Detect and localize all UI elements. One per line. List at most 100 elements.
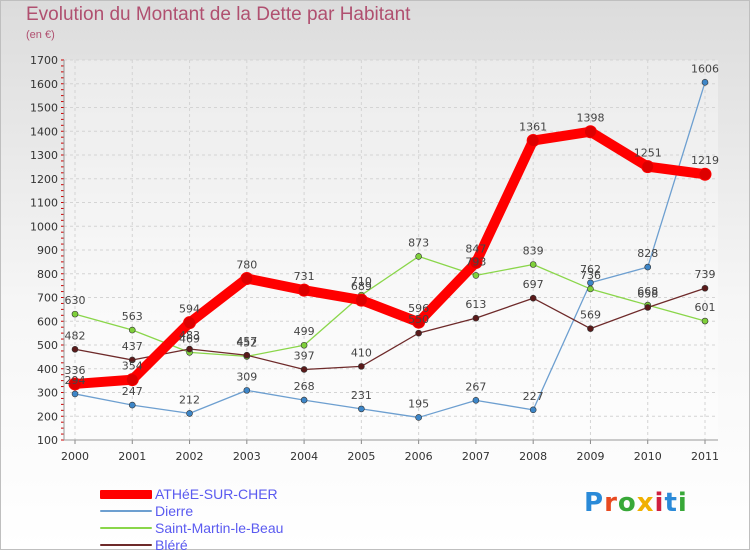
data-label: 563: [122, 310, 143, 323]
data-point: [300, 366, 308, 373]
series-line: [70, 126, 710, 389]
data-point: [415, 253, 422, 260]
data-point: [587, 285, 594, 293]
x-tick-label: 2000: [61, 450, 89, 463]
data-label: 227: [523, 390, 544, 403]
legend-label-saint-martin: Saint-Martin-le-Beau: [155, 520, 284, 536]
data-point: [240, 272, 254, 285]
y-tick-label: 1400: [30, 125, 58, 138]
data-point: [68, 377, 82, 391]
x-tick-label: 2002: [176, 450, 204, 463]
data-label: 594: [179, 303, 200, 316]
data-point: [243, 351, 251, 359]
y-tick-label: 1500: [30, 102, 58, 115]
x-tick-label: 2001: [118, 450, 146, 463]
data-label: 469: [179, 332, 200, 345]
y-tick-label: 1000: [30, 220, 58, 233]
y-tick-label: 100: [37, 434, 58, 447]
data-point: [71, 345, 79, 353]
chart-title: Evolution du Montant de la Dette par Hab…: [26, 4, 411, 25]
legend-label-athee: ATHéE-SUR-CHER: [155, 486, 278, 502]
data-label: 437: [122, 340, 143, 353]
y-tick-label: 300: [37, 387, 58, 400]
legend-label-blere: Bléré: [155, 537, 188, 553]
data-label: 309: [236, 370, 257, 383]
series-line: [74, 287, 706, 371]
data-label: 739: [695, 268, 716, 281]
legend-label-dierre: Dierre: [155, 503, 194, 519]
data-label: 736: [580, 269, 601, 282]
data-label: 1398: [576, 112, 604, 125]
data-label: 267: [465, 380, 486, 393]
y-tick-label: 1700: [30, 54, 58, 67]
data-label: 828: [637, 247, 658, 260]
data-label: 569: [580, 309, 601, 322]
x-tick-label: 2011: [691, 450, 719, 463]
x-tick-label: 2007: [462, 450, 490, 463]
data-label: 1251: [634, 147, 662, 160]
data-label: 658: [637, 287, 658, 300]
y-tick-label: 500: [37, 339, 58, 352]
series-line: [74, 255, 706, 358]
data-label: 452: [236, 336, 257, 349]
data-label: 780: [236, 259, 257, 272]
y-tick-label: 400: [37, 363, 58, 376]
legend-swatch-dierre: [100, 510, 152, 512]
data-label: 550: [408, 313, 429, 326]
data-point: [186, 410, 193, 417]
data-point: [701, 284, 709, 292]
data-point: [526, 134, 540, 148]
data-point: [415, 414, 422, 421]
data-point: [128, 401, 136, 409]
y-tick-label: 600: [37, 315, 58, 328]
data-label: 499: [294, 325, 315, 338]
data-point: [701, 79, 709, 86]
data-point: [128, 326, 136, 334]
data-point: [529, 406, 537, 414]
data-point: [354, 293, 368, 307]
y-tick-label: 800: [37, 268, 58, 281]
data-label: 397: [294, 349, 315, 362]
data-point: [472, 314, 480, 322]
data-point: [583, 125, 597, 139]
data-label: 762: [580, 263, 601, 276]
proxiti-logo: Proxiti: [584, 488, 688, 518]
logo-letter: P: [584, 488, 605, 518]
data-point: [641, 160, 655, 174]
y-tick-label: 700: [37, 292, 58, 305]
y-tick-label: 1300: [30, 149, 58, 162]
data-point: [297, 283, 311, 297]
x-tick-label: 2003: [233, 450, 261, 463]
data-point: [412, 315, 426, 329]
data-label: 336: [65, 364, 86, 377]
data-label: 410: [351, 346, 372, 359]
legend-swatch-athee: [100, 490, 152, 499]
x-tick-label: 2005: [347, 450, 375, 463]
logo-letter: t: [664, 488, 678, 518]
data-point: [472, 272, 480, 279]
data-point: [186, 345, 193, 353]
data-label: 1606: [691, 62, 719, 75]
x-tick-label: 2006: [405, 450, 433, 463]
y-tick-label: 1200: [30, 173, 58, 186]
data-point: [472, 397, 480, 404]
data-point: [358, 405, 365, 413]
chart-subtitle: (en €): [26, 29, 55, 41]
data-label: 601: [695, 301, 716, 314]
data-label: 689: [351, 280, 372, 293]
data-label: 294: [65, 374, 86, 387]
data-label: 212: [179, 393, 200, 406]
x-tick-label: 2004: [290, 450, 318, 463]
data-label: 482: [65, 329, 86, 342]
data-label: 793: [465, 255, 486, 268]
logo-letter: x: [636, 488, 655, 518]
data-point: [644, 263, 652, 271]
logo-letter: r: [604, 488, 618, 518]
data-label: 731: [294, 270, 315, 283]
data-label: 596: [408, 302, 429, 315]
data-point: [183, 316, 197, 330]
data-label: 231: [351, 389, 372, 402]
data-point: [71, 310, 79, 318]
y-tick-label: 900: [37, 244, 58, 257]
